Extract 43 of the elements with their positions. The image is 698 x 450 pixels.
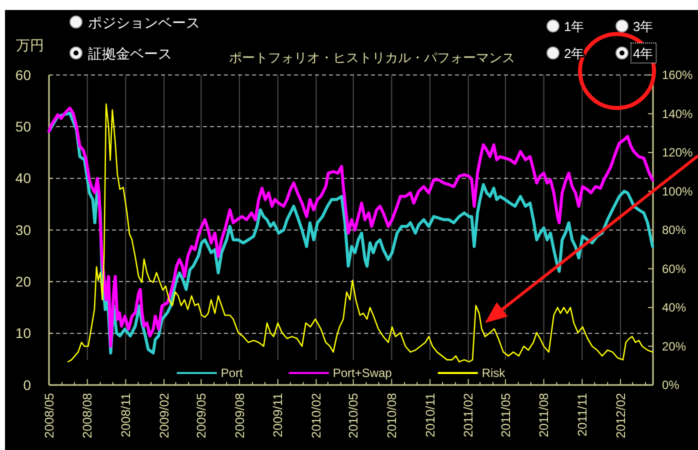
x-tick-label: 2009/11 — [271, 392, 286, 438]
legend-label: Port — [220, 366, 244, 380]
y2-tick-label: 160% — [662, 68, 694, 82]
y2-tick-label: 120% — [662, 146, 694, 160]
y-tick-label: 60 — [15, 66, 32, 83]
x-tick-label: 2010/02 — [310, 392, 324, 438]
chart-title: ポートフォリオ・ヒストリカル・パフォーマンス — [229, 50, 515, 65]
text: 証拠金ベース — [88, 45, 172, 62]
x-tick-label: 2008/08 — [80, 392, 95, 438]
y-tick-label: 30 — [15, 222, 32, 238]
y-tick-label: 20 — [15, 274, 32, 290]
y2-tick-label: 60% — [662, 262, 686, 276]
y2-tick-label: 100% — [662, 184, 694, 198]
x-tick-label: 2011/05 — [498, 392, 513, 438]
y-tick-label: 40 — [15, 170, 32, 186]
x-tick-label: 2011/02 — [462, 392, 476, 438]
x-tick-label: 2009/08 — [232, 392, 247, 438]
y2-tick-label: 40% — [662, 300, 686, 315]
y-tick-label: 10 — [15, 325, 32, 342]
y2-tick-label: 20% — [662, 339, 686, 354]
x-tick-label: 2011/08 — [537, 392, 552, 438]
x-tick-label: 2011/11 — [576, 392, 590, 436]
text: 4年 — [633, 46, 654, 61]
text: ポジションベース — [88, 14, 200, 30]
x-tick-label: 2012/02 — [614, 392, 628, 438]
x-tick-label: 2008/11 — [119, 392, 134, 438]
text: 1年 — [564, 18, 584, 34]
legend-label: Risk — [482, 366, 506, 380]
y2-tick-label: 140% — [662, 106, 694, 121]
text: 2年 — [564, 46, 584, 61]
y-tick-label: 50 — [15, 118, 32, 135]
y2-tick-label: 80% — [662, 223, 686, 238]
legend-label: Port+Swap — [332, 366, 392, 380]
x-tick-label: 2009/05 — [194, 392, 209, 438]
y-axis-title: 万円 — [16, 37, 44, 53]
x-tick-label: 2010/08 — [385, 392, 400, 438]
x-tick-label: 2010/05 — [346, 392, 361, 438]
y2-tick-label: 0% — [662, 378, 680, 392]
text: 3年 — [633, 18, 654, 34]
x-tick-label: 2010/11 — [423, 392, 438, 438]
x-tick-label: 2009/02 — [157, 392, 172, 438]
y-tick-label: 0 — [23, 376, 32, 393]
x-tick-label: 2008/05 — [42, 392, 56, 438]
